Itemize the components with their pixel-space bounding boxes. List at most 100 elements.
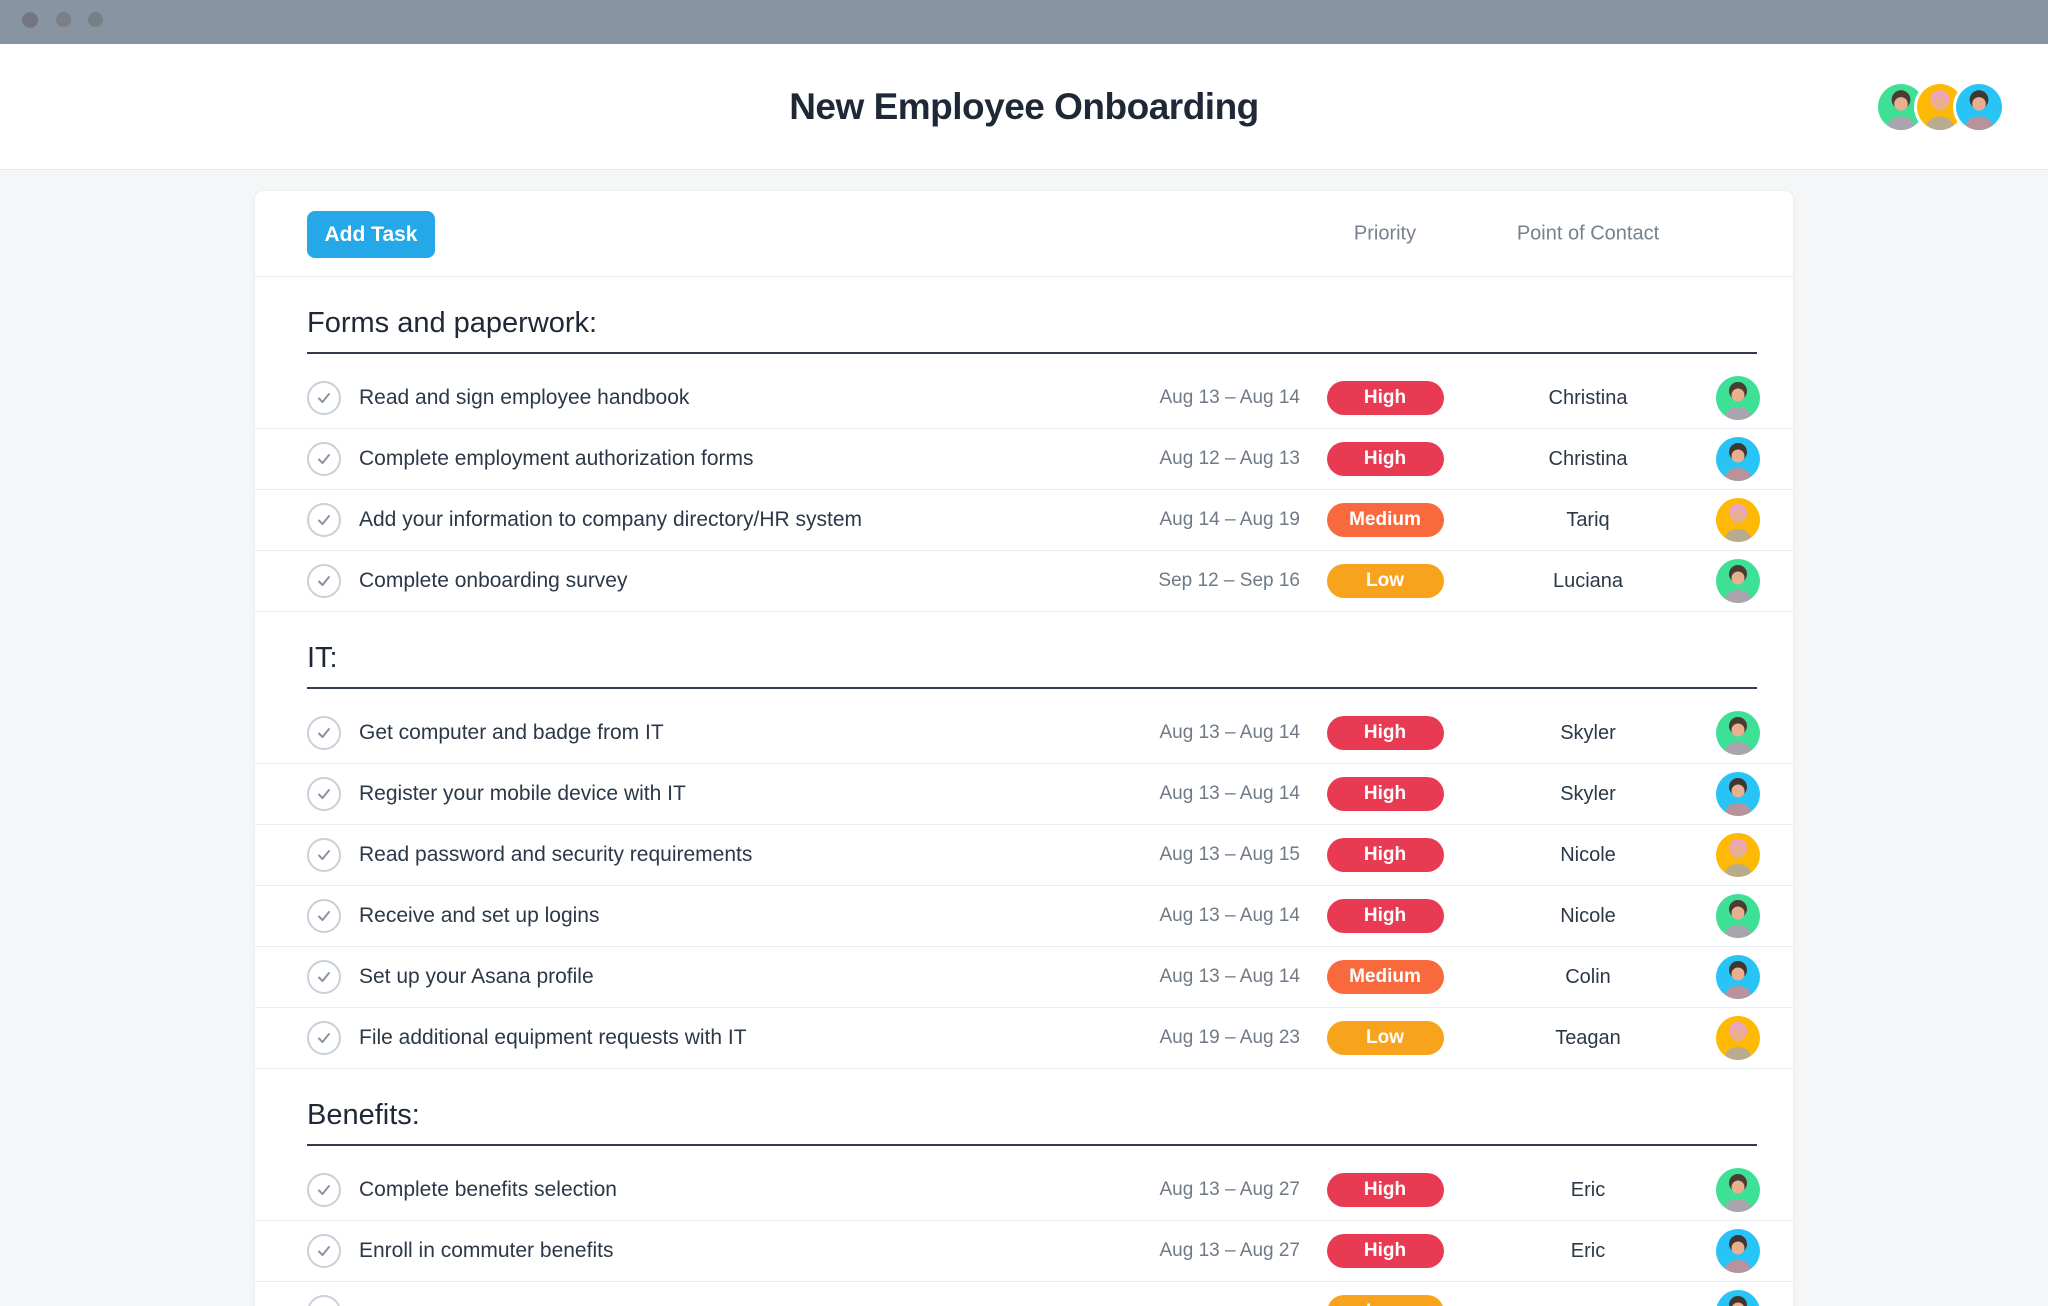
priority-badge: High	[1326, 838, 1444, 872]
section-rows: Complete benefits selection Aug 13 – Aug …	[255, 1160, 1793, 1306]
window-minimize-icon[interactable]	[56, 12, 71, 27]
window-close-icon[interactable]	[22, 12, 38, 28]
check-circle-icon[interactable]	[307, 1021, 341, 1055]
section-rows: Read and sign employee handbook Aug 13 – …	[255, 368, 1793, 612]
column-header-point-of-contact[interactable]: Point of Contact	[1516, 222, 1660, 244]
point-of-contact-name: Colin	[1565, 965, 1611, 988]
check-circle-icon[interactable]	[307, 503, 341, 537]
priority-badge: Low	[1326, 1021, 1444, 1055]
priority-cell: High	[1300, 838, 1470, 872]
task-row[interactable]: Set up your Asana profile Aug 13 – Aug 14…	[255, 947, 1793, 1008]
task-row[interactable]: Complete employment authorization forms A…	[255, 429, 1793, 490]
assignee-avatar	[1715, 711, 1760, 755]
priority-badge: Low	[1326, 1295, 1444, 1306]
priority-badge: High	[1326, 716, 1444, 750]
task-title: File additional equipment requests with …	[359, 1026, 747, 1049]
check-circle-icon[interactable]	[307, 838, 341, 872]
assignee-avatar	[1715, 894, 1760, 938]
window-zoom-icon[interactable]	[88, 12, 103, 27]
task-date-range: Aug 19 – Aug 23	[1159, 1027, 1300, 1048]
task-date-range: Aug 13 – Aug 14	[1159, 905, 1300, 926]
priority-badge: High	[1326, 899, 1444, 933]
project-members	[1878, 83, 2002, 130]
task-date-range: Aug 13 – Aug 27	[1159, 1179, 1300, 1200]
check-circle-icon[interactable]	[307, 1173, 341, 1207]
task-row[interactable]: Complete onboarding survey Sep 12 – Sep 1…	[255, 551, 1793, 612]
assignee-avatar-cell	[1706, 1229, 1769, 1273]
priority-cell: Low	[1300, 1021, 1470, 1055]
check-circle-icon[interactable]	[307, 564, 341, 598]
priority-cell: High	[1300, 716, 1470, 750]
check-circle-icon[interactable]	[307, 960, 341, 994]
task-row[interactable]: Enroll in commuter benefits Aug 13 – Aug …	[255, 1221, 1793, 1282]
check-circle-icon[interactable]	[307, 1234, 341, 1268]
task-title: Get computer and badge from IT	[359, 721, 664, 744]
priority-badge: High	[1326, 442, 1444, 476]
task-title: Set up your Asana profile	[359, 965, 594, 988]
assignee-avatar	[1715, 955, 1760, 999]
priority-cell: Low	[1300, 564, 1470, 598]
task-date-range: Sep 12 – Sep 16	[1158, 570, 1300, 591]
task-section: Benefits: Complete benefits selection Aug …	[255, 1099, 1793, 1306]
member-avatar[interactable]	[1917, 83, 1963, 130]
point-of-contact-name: Skyler	[1560, 721, 1616, 744]
priority-cell: Medium	[1300, 503, 1470, 537]
check-circle-icon[interactable]	[307, 442, 341, 476]
point-of-contact-name: Luciana	[1552, 569, 1624, 592]
priority-cell: High	[1300, 442, 1470, 476]
task-row[interactable]: Low	[255, 1282, 1793, 1306]
point-of-contact-name: Skyler	[1560, 782, 1616, 805]
member-avatar[interactable]	[1878, 83, 1924, 130]
check-circle-icon[interactable]	[307, 716, 341, 750]
task-row[interactable]: Read password and security requirements A…	[255, 825, 1793, 886]
task-title: Read and sign employee handbook	[359, 386, 690, 409]
assignee-avatar-cell	[1706, 772, 1769, 816]
project-header: New Employee Onboarding	[0, 44, 2048, 170]
assignee-avatar-cell	[1706, 498, 1769, 542]
task-title: Complete benefits selection	[359, 1178, 617, 1201]
task-date-range: Aug 13 – Aug 14	[1159, 387, 1300, 408]
point-of-contact-name: Christina	[1548, 447, 1628, 470]
priority-badge: Medium	[1326, 960, 1444, 994]
point-of-contact-name: Eric	[1570, 1178, 1606, 1201]
task-date-range: Aug 13 – Aug 15	[1159, 844, 1300, 865]
check-circle-icon[interactable]	[307, 777, 341, 811]
window-title-bar	[0, 0, 2048, 44]
column-header-priority[interactable]: Priority	[1353, 222, 1417, 244]
check-circle-icon[interactable]	[307, 899, 341, 933]
priority-cell: Low	[1300, 1295, 1470, 1306]
task-date-range: Aug 12 – Aug 13	[1159, 448, 1300, 469]
check-circle-icon[interactable]	[307, 381, 341, 415]
assignee-avatar-cell	[1706, 833, 1769, 877]
task-row[interactable]: Get computer and badge from IT Aug 13 – A…	[255, 703, 1793, 764]
task-row[interactable]: Complete benefits selection Aug 13 – Aug …	[255, 1160, 1793, 1221]
task-date-range: Aug 13 – Aug 14	[1159, 966, 1300, 987]
add-task-button[interactable]: Add Task	[307, 211, 435, 258]
task-row[interactable]: File additional equipment requests with …	[255, 1008, 1793, 1069]
task-row[interactable]: Add your information to company director…	[255, 490, 1793, 551]
section-title: IT:	[307, 642, 1757, 689]
check-circle-icon[interactable]	[307, 1295, 341, 1306]
assignee-avatar-cell	[1706, 437, 1769, 481]
priority-badge: High	[1326, 381, 1444, 415]
priority-badge: High	[1326, 1234, 1444, 1268]
priority-badge: Low	[1326, 564, 1444, 598]
priority-badge: High	[1326, 1173, 1444, 1207]
assignee-avatar	[1715, 1229, 1760, 1273]
task-title: Read password and security requirements	[359, 843, 753, 866]
section-rows: Get computer and badge from IT Aug 13 – A…	[255, 703, 1793, 1069]
assignee-avatar-cell	[1706, 711, 1769, 755]
task-row[interactable]: Register your mobile device with IT Aug 1…	[255, 764, 1793, 825]
point-of-contact-name: Eric	[1570, 1239, 1606, 1262]
priority-badge: Medium	[1326, 503, 1444, 537]
priority-badge: High	[1326, 777, 1444, 811]
task-row[interactable]: Receive and set up logins Aug 13 – Aug 14…	[255, 886, 1793, 947]
priority-cell: High	[1300, 381, 1470, 415]
member-avatar[interactable]	[1956, 83, 2002, 130]
task-title: Complete employment authorization forms	[359, 447, 754, 470]
task-title: Add your information to company director…	[359, 508, 863, 531]
assignee-avatar	[1715, 772, 1760, 816]
assignee-avatar	[1715, 559, 1760, 603]
task-title: Register your mobile device with IT	[359, 782, 686, 805]
task-row[interactable]: Read and sign employee handbook Aug 13 – …	[255, 368, 1793, 429]
